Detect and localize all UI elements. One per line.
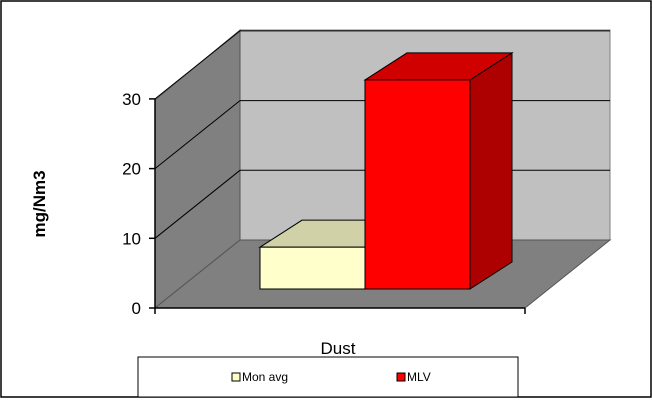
bar-side xyxy=(469,51,513,290)
bar-front xyxy=(364,79,471,290)
legend-label: MLV xyxy=(407,370,431,384)
legend-box xyxy=(137,356,519,398)
legend-label: Mon avg xyxy=(242,370,288,384)
bar-front xyxy=(259,246,366,290)
gridline-side xyxy=(154,100,241,169)
y-tick-label: 20 xyxy=(122,160,141,179)
axes xyxy=(149,98,526,314)
y-axis-label: mg/Nm3 xyxy=(30,170,49,237)
bars xyxy=(258,51,514,290)
bar-mlv xyxy=(363,51,514,290)
gridline-side xyxy=(154,30,241,100)
gridline-side xyxy=(154,169,241,239)
y-tick-label: 0 xyxy=(132,299,141,318)
y-tick-label: 30 xyxy=(122,90,141,109)
legend: Mon avg MLV xyxy=(137,356,519,398)
legend-swatch xyxy=(231,372,241,382)
x-axis-label: Dust xyxy=(321,339,356,358)
legend-swatch xyxy=(396,372,406,382)
y-tick-label: 10 xyxy=(122,229,141,248)
y-tick-labels: 0 10 20 30 xyxy=(122,90,141,318)
